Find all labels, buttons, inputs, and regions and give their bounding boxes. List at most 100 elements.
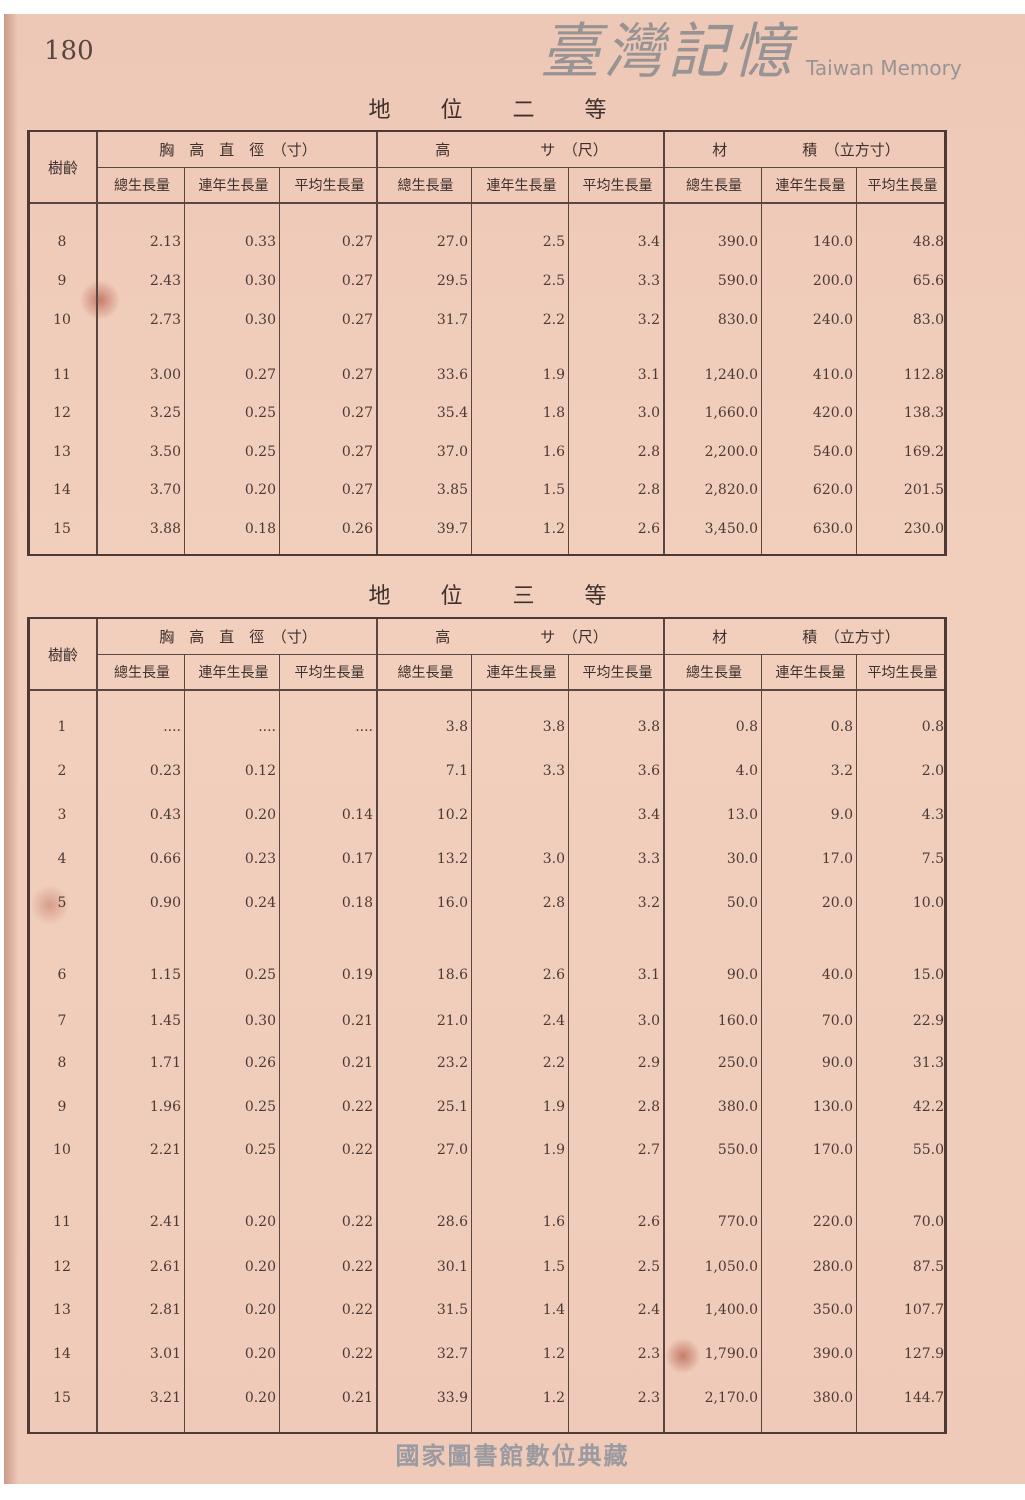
table-cell: 0.33 (244, 234, 276, 250)
table-cell: 4.0 (735, 763, 758, 779)
table-cell: 2.2 (542, 1055, 565, 1071)
table-cell: 1.4 (542, 1302, 565, 1318)
table-cell: 410.0 (812, 367, 853, 383)
row-age: 13 (53, 1302, 71, 1318)
table-cell: 2.73 (149, 312, 181, 328)
table-cell: 10.2 (436, 807, 468, 823)
table-cell: 2.8 (637, 444, 660, 460)
column-divider (856, 167, 857, 554)
header-group: 材 積 （立方寸） (712, 628, 900, 646)
table-cell: 3.00 (149, 367, 181, 383)
table-cell: 0.19 (341, 967, 373, 983)
row-age: 14 (53, 1346, 71, 1362)
table-cell: 1.9 (542, 1099, 565, 1115)
header-subcolumn: 平均生長量 (582, 178, 653, 194)
table-cell: 0.21 (341, 1013, 373, 1029)
table-title: 地位三等 (368, 584, 657, 609)
table-cell: 3.8 (637, 719, 660, 735)
table-cell: 0.20 (244, 1302, 276, 1318)
table-cell: 0.27 (341, 312, 373, 328)
table-cell: 0.20 (244, 1390, 276, 1406)
table-cell: 0.21 (341, 1055, 373, 1071)
table-cell: 0.12 (244, 763, 276, 779)
header-subcolumn: 總生長量 (397, 665, 454, 681)
header-subcolumn: 總生長量 (114, 665, 170, 681)
table-cell: 3.2 (637, 895, 660, 911)
table-cell: 3,450.0 (704, 521, 758, 537)
table-cell: 1.8 (542, 405, 565, 421)
table-cell: 2.81 (149, 1302, 181, 1318)
table-cell: 0.24 (244, 895, 276, 911)
table-cell: 29.5 (436, 273, 468, 289)
column-divider-major (96, 619, 98, 1432)
header-subcolumn: 總生長量 (397, 178, 454, 194)
header-subcolumn: 平均生長量 (294, 178, 365, 194)
table-cell: 250.0 (717, 1055, 758, 1071)
table-cell: 2.4 (542, 1013, 565, 1029)
table-cell: 1,240.0 (704, 367, 758, 383)
column-divider-major (376, 132, 378, 554)
table-cell: 0.18 (341, 895, 373, 911)
table-cell: 3.3 (637, 851, 660, 867)
table-cell: 0.22 (341, 1214, 373, 1230)
table-cell: 1.9 (542, 1142, 565, 1158)
table-cell: 1.2 (542, 1346, 565, 1362)
table-cell: 20.0 (821, 895, 853, 911)
table-cell: 1.5 (542, 482, 565, 498)
column-divider-major (96, 132, 98, 554)
row-age: 14 (53, 482, 71, 498)
table-cell: 350.0 (812, 1302, 853, 1318)
table-cell: 1.15 (149, 967, 181, 983)
table-cell: 13.0 (726, 807, 758, 823)
table-cell: 127.9 (903, 1346, 944, 1362)
table-cell: 220.0 (812, 1214, 853, 1230)
header-subcolumn: 連年生長量 (775, 665, 846, 681)
table-cell: 0.66 (149, 851, 181, 867)
table-cell: 2.8 (542, 895, 565, 911)
table-cell: 0.27 (341, 405, 373, 421)
table-cell: 0.30 (244, 1013, 276, 1029)
table-cell: 2.2 (542, 312, 565, 328)
header-subcolumn: 總生長量 (114, 178, 170, 194)
table-cell: 2.5 (542, 234, 565, 250)
column-divider (761, 167, 762, 554)
watermark-chinese: 臺灣記憶 (540, 17, 796, 87)
table-cell: 2.13 (149, 234, 181, 250)
table-cell: 1.5 (542, 1259, 565, 1275)
row-age: 15 (53, 521, 71, 537)
table-cell: 0.20 (244, 1346, 276, 1362)
table-cell: 3.2 (637, 312, 660, 328)
table-cell: 0.18 (244, 521, 276, 537)
table-cell: 2.4 (637, 1302, 660, 1318)
table-cell: 3.0 (637, 1013, 660, 1029)
header-bottom-rule (30, 202, 944, 204)
table-cell: 1,660.0 (704, 405, 758, 421)
row-age: 2 (57, 763, 67, 779)
column-divider (279, 167, 280, 554)
table-cell: 0.27 (244, 367, 276, 383)
row-age: 10 (53, 1142, 71, 1158)
table-cell: 7.1 (445, 763, 468, 779)
growth-table: 樹齡 胸 高 直 徑 （寸） 總生長量 連年生長量 平均生長量 高 サ （尺） 總生長量 連年… (27, 130, 947, 556)
column-divider (761, 654, 762, 1432)
table-cell: 0.8 (921, 719, 944, 735)
table-cell: 28.6 (436, 1214, 468, 1230)
table-cell: 2.61 (149, 1259, 181, 1275)
watermark-english: Taiwan Memory (806, 56, 962, 80)
table-cell: 30.1 (436, 1259, 468, 1275)
table-cell: 90.0 (726, 967, 758, 983)
table-cell: 590.0 (717, 273, 758, 289)
table-cell: 390.0 (717, 234, 758, 250)
table-cell: 2.41 (149, 1214, 181, 1230)
table-cell: 7.5 (921, 851, 944, 867)
table-cell: 32.7 (436, 1346, 468, 1362)
table-cell: 0.27 (341, 367, 373, 383)
table-cell: 9.0 (830, 807, 853, 823)
column-divider (184, 654, 185, 1432)
table-cell: 50.0 (726, 895, 758, 911)
table-cell: 3.2 (830, 763, 853, 779)
table-cell: 3.1 (637, 367, 660, 383)
table-cell: 230.0 (903, 521, 944, 537)
table-cell: 40.0 (821, 967, 853, 983)
table-cell: 2.6 (542, 967, 565, 983)
